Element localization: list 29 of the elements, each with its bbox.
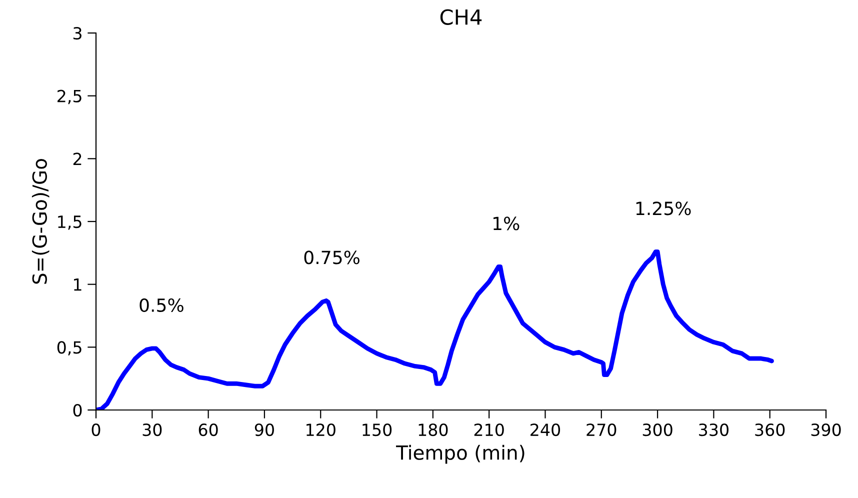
x-tick-label: 360 [755, 423, 785, 436]
x-tick-label: 60 [198, 423, 218, 436]
annotation: 1% [494, 216, 520, 230]
x-tick-label: 180 [418, 423, 448, 436]
line-series [96, 249, 774, 410]
y-tick-label: 1,5 [58, 216, 82, 230]
chart-title: CH4 [440, 9, 482, 25]
x-axis-title: Tiempo (min) [396, 444, 524, 464]
x-tick-label: 330 [699, 423, 728, 436]
annotation: 1.25% [636, 202, 691, 216]
y-tick-label: 3 [73, 26, 82, 40]
annotation: 0.5% [140, 298, 184, 312]
x-tick-label: 120 [306, 423, 336, 436]
x-tick-label: 300 [642, 423, 672, 436]
x-tick-label: 390 [811, 423, 841, 436]
x-tick-label: 240 [530, 423, 560, 436]
x-tick-label: 270 [586, 423, 616, 436]
y-tick-label: 1 [74, 278, 82, 291]
y-tick-label: 2,5 [58, 90, 82, 104]
y-axis-title: S=(G-Go)/Go [32, 159, 50, 284]
annotation: 0.75% [304, 250, 360, 264]
x-tick-label: 30 [142, 423, 162, 436]
x-tick-label: 90 [254, 423, 274, 436]
y-tick-label: 0 [73, 404, 82, 417]
x-tick-label: 0 [92, 423, 100, 436]
y-tick-label: 0,5 [57, 341, 82, 356]
x-tick-label: 210 [474, 423, 504, 436]
y-tick-label: 2 [73, 152, 82, 165]
x-tick-label: 150 [362, 423, 392, 436]
